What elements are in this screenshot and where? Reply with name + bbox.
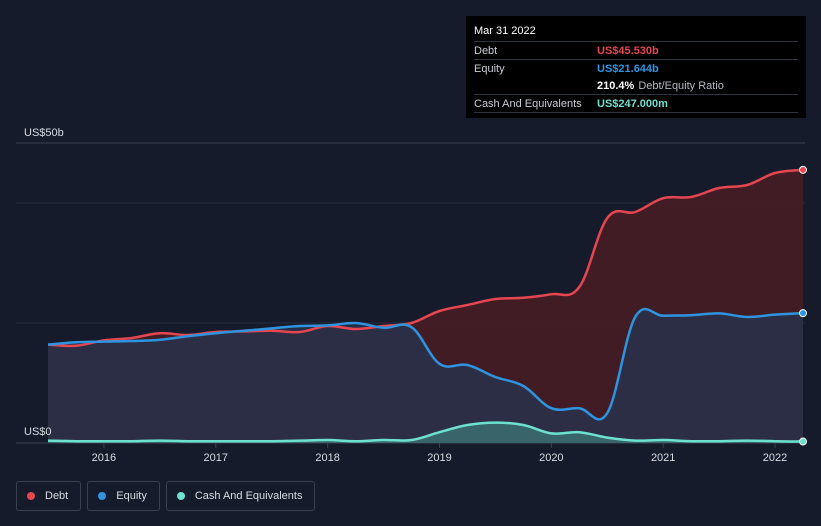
tooltip-row-cash: Cash And Equivalents US$247.000m — [474, 94, 798, 113]
tooltip-row-debt: Debt US$45.530b — [474, 41, 798, 59]
tooltip-debt-label: Debt — [474, 44, 498, 57]
equity-endpoint — [799, 309, 807, 318]
equity-dot-icon — [98, 492, 107, 500]
x-tick-label: 2019 — [427, 452, 451, 464]
x-tick-label: 2021 — [651, 452, 675, 464]
tooltip-date: Mar 31 2022 — [474, 25, 536, 37]
legend-item-cash[interactable]: Cash And Equivalents — [165, 481, 316, 511]
legend-label-equity: Equity — [116, 490, 147, 502]
legend-item-equity[interactable]: Equity — [87, 481, 160, 511]
cash-and-equivalents-area — [48, 422, 803, 443]
cash-and-equivalents-endpoint — [799, 437, 807, 446]
tooltip-ratio-value: 210.4% — [597, 79, 635, 92]
debt-endpoint — [799, 165, 807, 174]
x-tick-label: 2016 — [92, 452, 116, 464]
legend-label-cash: Cash And Equivalents — [194, 490, 303, 502]
tooltip-cash-label: Cash And Equivalents — [474, 97, 582, 110]
debt-dot-icon — [27, 492, 35, 500]
tooltip-equity-value: US$21.644b — [597, 62, 659, 75]
tooltip-equity-label: Equity — [474, 62, 505, 75]
legend-item-debt[interactable]: Debt — [16, 481, 82, 511]
equity-area — [48, 308, 803, 443]
debt-line — [47, 168, 804, 348]
tooltip-ratio-label: Debt/Equity Ratio — [638, 79, 724, 92]
legend-label-debt: Debt — [45, 490, 69, 502]
series-areas — [48, 169, 803, 444]
series-lines — [47, 168, 804, 443]
x-tick-label: 2020 — [539, 452, 563, 464]
cash-and-equivalents-line — [47, 421, 804, 443]
x-tick-label: 2022 — [763, 452, 787, 464]
x-axis: 2016 2017 2018 2019 2020 2021 2022 — [92, 443, 787, 464]
y-axis-top-label: US$50b — [24, 127, 64, 139]
tooltip-row-ratio: 210.4% Debt/Equity Ratio — [474, 77, 798, 94]
x-tick-label: 2017 — [204, 452, 228, 464]
cash-dot-icon — [176, 492, 185, 500]
y-axis-bottom-label: US$0 — [24, 426, 52, 438]
tooltip-debt-value: US$45.530b — [597, 44, 659, 57]
x-tick-label: 2018 — [315, 452, 339, 464]
equity-line — [47, 307, 804, 421]
data-tooltip: Mar 31 2022 Debt US$45.530b Equity US$21… — [466, 16, 806, 118]
series-endpoints — [799, 165, 807, 446]
chart-legend: Debt Equity Cash And Equivalents — [16, 481, 316, 511]
tooltip-row-equity: Equity US$21.644b — [474, 59, 798, 77]
tooltip-cash-value: US$247.000m — [597, 97, 668, 110]
